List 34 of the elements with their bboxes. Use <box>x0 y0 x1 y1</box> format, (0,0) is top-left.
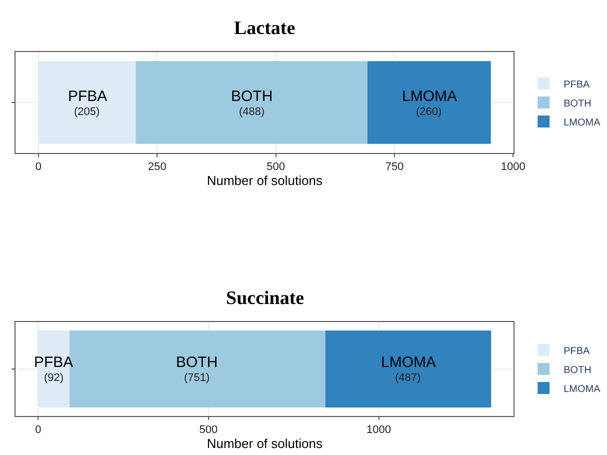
x-tick-label: 1000 <box>366 424 392 436</box>
x-axis-title: Number of solutions <box>206 173 323 188</box>
x-tick-label: 0 <box>35 161 42 174</box>
data-label: (488) <box>239 106 265 118</box>
bar <box>136 61 368 144</box>
x-tick-label: 250 <box>148 161 166 174</box>
bar <box>367 61 491 144</box>
x-axis-title: Number of solutions <box>206 436 323 452</box>
bar <box>325 330 492 408</box>
data-label: (205) <box>74 106 100 118</box>
legend-label: LMOMA <box>564 117 601 128</box>
data-label: (260) <box>416 106 442 118</box>
chart-title: Succinate <box>226 288 304 309</box>
x-tick-label: 0 <box>35 424 42 436</box>
data-label: (92) <box>44 372 64 384</box>
legend-label: PFBA <box>564 79 590 90</box>
bar <box>38 61 136 144</box>
text: LMOMA <box>402 88 458 105</box>
x-tick-label: 750 <box>385 161 404 174</box>
data-label: (487) <box>395 372 421 384</box>
text: PFBA <box>68 88 108 105</box>
legend-label: LMOMA <box>564 384 601 395</box>
legend-label: BOTH <box>564 98 592 110</box>
data-label: (751) <box>184 372 210 384</box>
x-tick-label: 500 <box>199 424 218 436</box>
text: LMOMA <box>381 354 436 371</box>
legend-label: BOTH <box>564 364 592 376</box>
x-tick-label: 1000 <box>500 161 526 174</box>
x-tick-label: 500 <box>266 161 285 174</box>
text: PFBA <box>34 354 74 371</box>
legend-label: PFBA <box>564 346 590 357</box>
text: BOTH <box>231 88 273 105</box>
chart-title: Lactate <box>234 18 296 39</box>
text: BOTH <box>176 354 218 371</box>
